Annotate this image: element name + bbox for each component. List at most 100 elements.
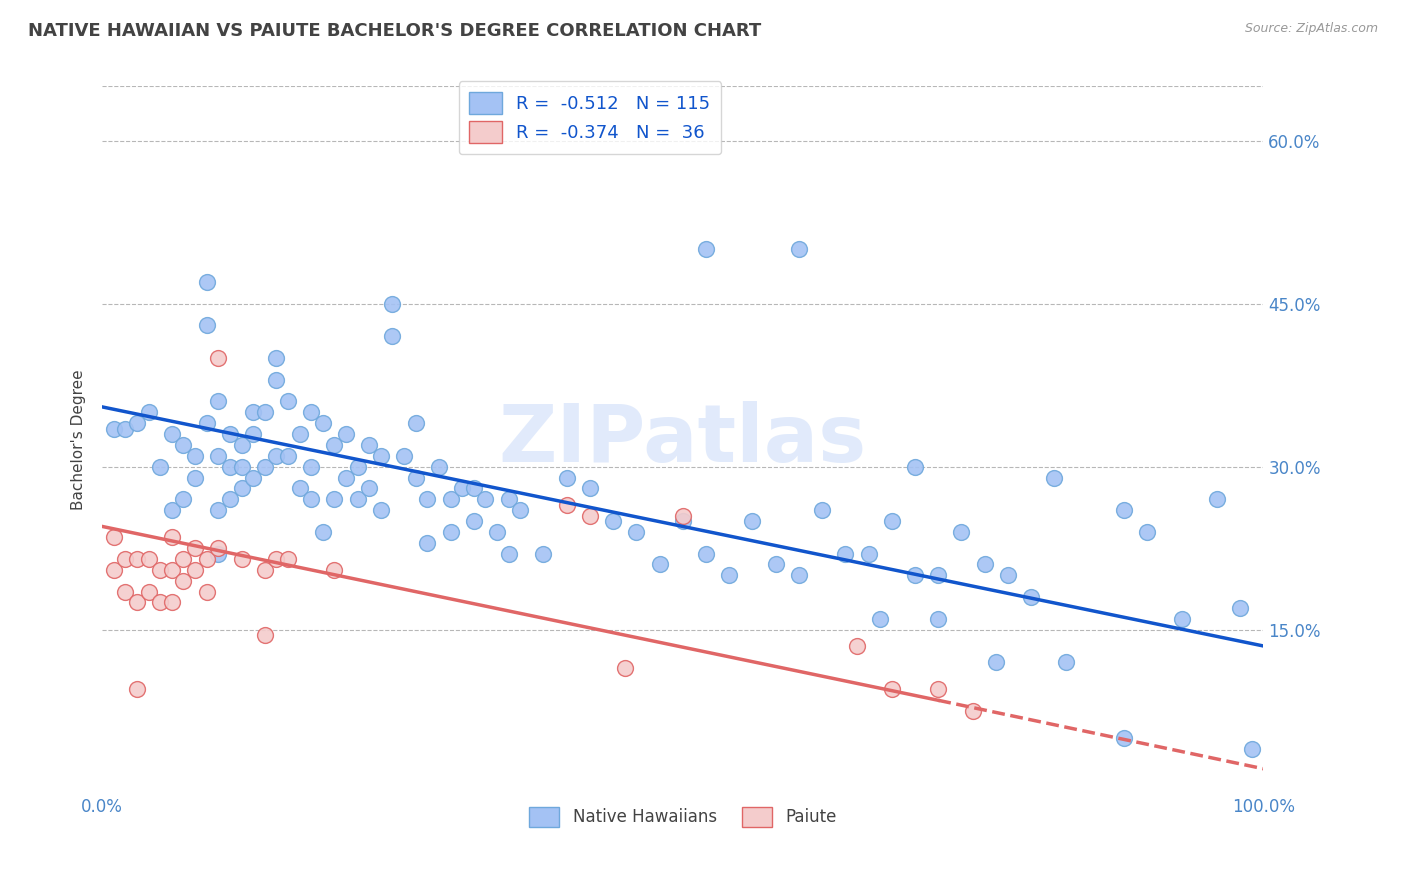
Point [986, 655, 1008, 669]
Point [359, 438, 381, 452]
Point [266, 552, 288, 566]
Point [149, 459, 172, 474]
Point [1019, 590, 1042, 604]
Point [672, 508, 695, 523]
Point [207, 449, 229, 463]
Point [1229, 601, 1251, 615]
Point [555, 470, 578, 484]
Point [498, 492, 520, 507]
Point [253, 459, 276, 474]
Point [242, 470, 264, 484]
Point [299, 405, 322, 419]
Point [962, 704, 984, 718]
Point [718, 568, 741, 582]
Point [323, 563, 346, 577]
Point [869, 612, 891, 626]
Point [858, 547, 880, 561]
Point [125, 552, 148, 566]
Point [555, 498, 578, 512]
Point [114, 552, 136, 566]
Point [973, 558, 995, 572]
Point [242, 427, 264, 442]
Point [381, 296, 404, 310]
Point [242, 405, 264, 419]
Point [880, 514, 903, 528]
Point [103, 563, 125, 577]
Point [997, 568, 1019, 582]
Point [787, 243, 810, 257]
Point [927, 682, 949, 697]
Y-axis label: Bachelor's Degree: Bachelor's Degree [72, 369, 86, 510]
Point [323, 492, 346, 507]
Point [114, 584, 136, 599]
Point [266, 373, 288, 387]
Point [613, 661, 636, 675]
Point [392, 449, 415, 463]
Point [312, 524, 335, 539]
Point [173, 552, 195, 566]
Point [207, 503, 229, 517]
Point [405, 470, 427, 484]
Point [439, 492, 461, 507]
Point [184, 563, 207, 577]
Point [138, 552, 160, 566]
Point [451, 482, 474, 496]
Point [253, 405, 276, 419]
Point [231, 482, 253, 496]
Point [125, 682, 148, 697]
Point [416, 492, 439, 507]
Point [323, 438, 346, 452]
Point [277, 449, 299, 463]
Point [904, 459, 927, 474]
Point [149, 595, 172, 609]
Point [359, 482, 381, 496]
Point [277, 394, 299, 409]
Point [927, 612, 949, 626]
Point [195, 584, 218, 599]
Point [253, 628, 276, 642]
Point [579, 508, 602, 523]
Point [149, 563, 172, 577]
Point [184, 449, 207, 463]
Point [299, 459, 322, 474]
Point [695, 547, 717, 561]
Point [125, 595, 148, 609]
Point [381, 329, 404, 343]
Point [160, 427, 183, 442]
Point [103, 530, 125, 544]
Text: Source: ZipAtlas.com: Source: ZipAtlas.com [1244, 22, 1378, 36]
Point [138, 405, 160, 419]
Point [463, 514, 485, 528]
Point [834, 547, 856, 561]
Point [195, 552, 218, 566]
Point [787, 568, 810, 582]
Point [439, 524, 461, 539]
Point [1171, 612, 1194, 626]
Point [288, 427, 311, 442]
Point [219, 459, 242, 474]
Point [370, 449, 392, 463]
Point [160, 503, 183, 517]
Point [427, 459, 450, 474]
Point [695, 243, 717, 257]
Point [207, 351, 229, 365]
Point [1043, 470, 1066, 484]
Point [927, 568, 949, 582]
Point [184, 470, 207, 484]
Point [765, 558, 787, 572]
Point [173, 438, 195, 452]
Point [485, 524, 508, 539]
Point [266, 351, 288, 365]
Point [1240, 742, 1263, 756]
Point [312, 416, 335, 430]
Point [845, 639, 868, 653]
Point [335, 427, 357, 442]
Point [533, 547, 555, 561]
Point [880, 682, 903, 697]
Legend: Native Hawaiians, Paiute: Native Hawaiians, Paiute [523, 800, 844, 834]
Point [811, 503, 834, 517]
Point [219, 492, 242, 507]
Point [509, 503, 531, 517]
Point [103, 422, 125, 436]
Point [672, 514, 695, 528]
